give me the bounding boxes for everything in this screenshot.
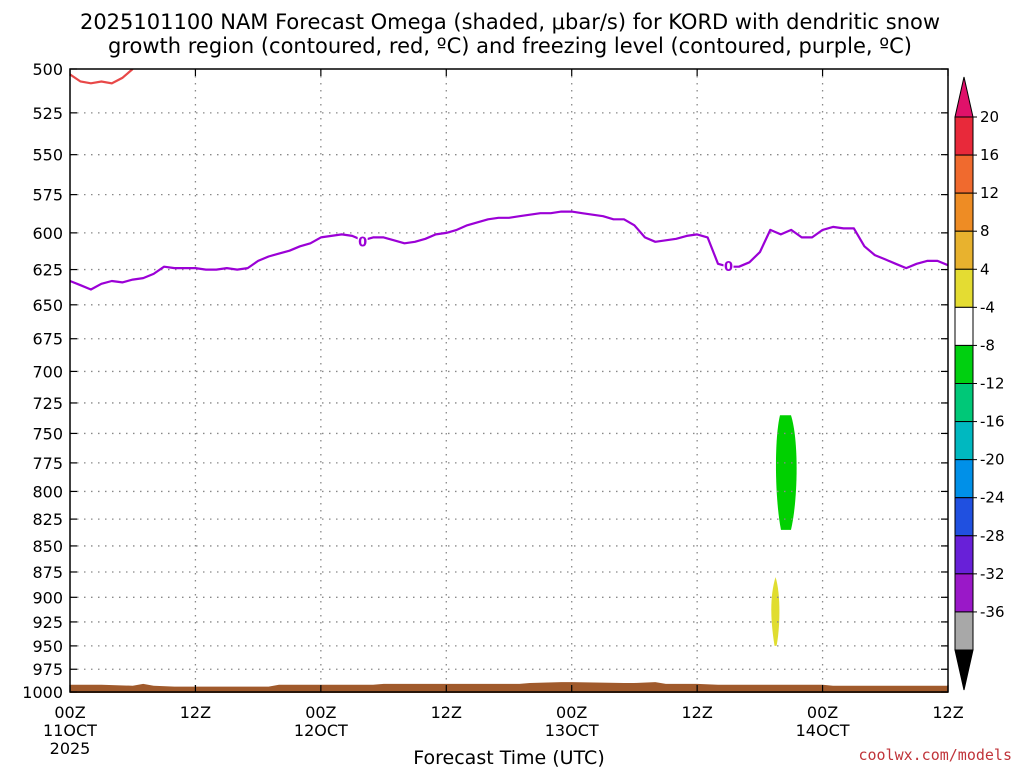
y-tick-label: 675 [32,330,63,349]
colorbar-tick-label: 12 [980,184,999,202]
x-axis-label: Forecast Time (UTC) [413,747,604,768]
y-tick-label: 500 [32,60,63,79]
y-tick-label: 550 [32,146,63,165]
x-tick-label: 12Z [681,703,712,722]
x-tick-label: 00Z [807,703,838,722]
y-tick-label: 575 [32,186,63,205]
omega-region-0 [775,415,797,530]
x-tick-date-label: 11OCT [43,721,97,740]
colorbar-box [954,421,974,461]
freezing-level-label: 0 [358,235,367,250]
colorbar-tick-label: -8 [980,336,995,354]
colorbar-top-cap [954,76,974,118]
colorbar: 20 16 12 8 4 -4 -8 -12 -16 -20 -24 -28 -32 -36 [954,76,1005,691]
colorbar-tick-label: -32 [980,565,1005,583]
colorbar-box [954,116,974,156]
credit-text: coolwx.com/models [858,746,1012,764]
chart-title-line1: 2025101100 NAM Forecast Omega (shaded, μ… [80,10,940,34]
colorbar-box [954,306,974,346]
y-tick-label: 750 [32,424,63,443]
colorbar-tick-label: -12 [980,375,1005,393]
colorbar-tick-label: 20 [980,108,999,126]
colorbar-tick-label: -4 [980,298,995,316]
colorbar-box [954,344,974,384]
colorbar-tick-label: -16 [980,413,1005,431]
x-tick-date-label: 13OCT [545,721,599,740]
x-tick-label: 12Z [932,703,963,722]
colorbar-box [954,192,974,232]
omega-region-1 [771,577,780,646]
freezing-level-line [70,210,948,291]
chart-title-line2: growth region (contoured, red, ºC) and f… [108,34,912,58]
y-tick-label: 775 [32,454,63,473]
y-tick-label: 725 [32,394,63,413]
y-tick-label: 875 [32,563,63,582]
x-tick-label: 00Z [556,703,587,722]
x-tick-label: 00Z [305,703,336,722]
colorbar-box [954,497,974,537]
x-tick-date-label: 14OCT [796,721,850,740]
freezing-level-label: 0 [724,260,733,275]
x-tick-year-label: 2025 [50,739,91,758]
colorbar-box [954,459,974,499]
x-tick-label: 12Z [431,703,462,722]
colorbar-box [954,383,974,423]
colorbar-tick-label: -24 [980,489,1005,507]
y-tick-label: 625 [32,261,63,280]
plot-frame [69,68,949,693]
colorbar-tick-label: -20 [980,451,1005,469]
y-tick-label: 900 [32,588,63,607]
grid [70,69,948,692]
y-tick-label: 825 [32,510,63,529]
colorbar-box [954,535,974,575]
y-tick-label: 800 [32,482,63,501]
freezing-label-bg [723,258,734,273]
colorbar-tick-label: 4 [980,260,990,278]
y-tick-label: 1000 [22,683,63,702]
colorbar-box [954,611,974,651]
plot-area: 0 0 500 525 550 575 600 625 650 675 700 725 750 775 80… [22,60,963,758]
colorbar-box [954,268,974,308]
y-tick-label: 600 [32,224,63,243]
y-tick-label: 700 [32,362,63,381]
colorbar-box [954,154,974,194]
colorbar-tick-label: 16 [980,146,999,164]
x-tick-label: 12Z [180,703,211,722]
x-tick-label: 00Z [54,703,85,722]
x-tick-date-label: 12OCT [294,721,348,740]
colorbar-tick-label: 8 [980,222,990,240]
colorbar-box [954,573,974,613]
y-tick-label: 650 [32,296,63,315]
y-axis: 500 525 550 575 600 625 650 675 700 725 750 775 800 8… [22,60,948,702]
freezing-label-bg [357,233,368,248]
colorbar-tick-label: -28 [980,527,1005,545]
colorbar-bottom-cap [954,649,974,691]
y-tick-label: 975 [32,660,63,679]
terrain-fill [70,682,948,693]
y-tick-label: 925 [32,613,63,632]
colorbar-box [954,230,974,270]
y-tick-label: 850 [32,537,63,556]
dgz-contour-line [70,69,134,85]
y-tick-label: 525 [32,104,63,123]
omega-shading [771,415,797,646]
colorbar-tick-label: -36 [980,603,1005,621]
y-tick-label: 950 [32,637,63,656]
